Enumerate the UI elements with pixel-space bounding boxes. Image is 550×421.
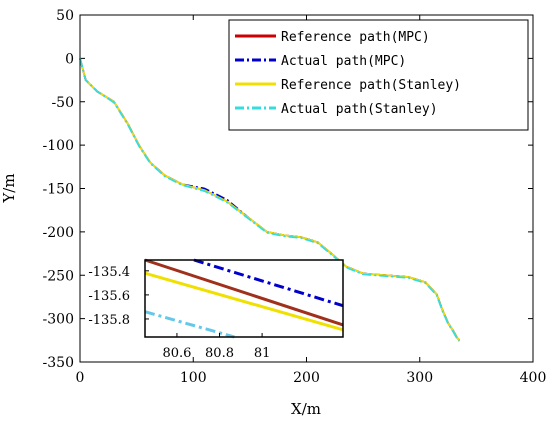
inset-y-tick-label: -135.4 xyxy=(88,265,130,280)
x-tick-label: 100 xyxy=(180,370,207,386)
y-tick-label: -250 xyxy=(43,268,74,284)
x-tick-label: 400 xyxy=(520,370,547,386)
x-axis-label: X/m xyxy=(291,400,321,418)
inset-x-tick-label: 81 xyxy=(254,346,271,361)
y-tick-label: -150 xyxy=(43,182,74,198)
y-tick-label: -50 xyxy=(51,95,74,111)
inset-line-actual-path-stanley xyxy=(144,310,235,339)
legend-box xyxy=(228,19,529,131)
legend-label-actual-path-stanley: Actual path(Stanley) xyxy=(281,102,438,117)
y-tick-label: 50 xyxy=(56,8,74,24)
x-tick-label: 200 xyxy=(293,370,320,386)
inset-plot-lines xyxy=(144,258,344,339)
legend-label-actual-path-mpc: Actual path(MPC) xyxy=(281,54,406,69)
inset-line-reference-path-mpc xyxy=(144,258,344,327)
legend-label-reference-path-mpc: Reference path(MPC) xyxy=(281,30,430,45)
y-axis-label: Y/m xyxy=(0,173,18,203)
y-tick-label: 0 xyxy=(65,51,74,67)
y-tick-label: -350 xyxy=(43,355,74,371)
inset-background xyxy=(145,260,343,337)
zoom-inset: 80.6 80.8 81 -135.4 -135.6 -135.8 xyxy=(88,258,344,361)
plot-area-frame xyxy=(79,14,534,363)
legend: Reference path(MPC) Actual path(MPC) Refer… xyxy=(228,19,529,131)
y-tick-label: -100 xyxy=(43,138,74,154)
x-tick-label: 300 xyxy=(406,370,433,386)
inset-line-actual-path-mpc xyxy=(193,258,344,308)
y-tick-label: -300 xyxy=(43,312,74,328)
inset-line-reference-path-stanley xyxy=(144,271,344,332)
inset-frame xyxy=(144,259,344,338)
inset-x-tick-label: 80.6 xyxy=(162,346,191,361)
y-tick-label: -200 xyxy=(43,225,74,241)
inset-x-tick-label: 80.8 xyxy=(205,346,234,361)
legend-label-reference-path-stanley: Reference path(Stanley) xyxy=(281,78,461,93)
inset-y-tick-label: -135.8 xyxy=(88,313,130,328)
inset-y-tick-label: -135.6 xyxy=(88,289,130,304)
main-axis-ticks: 0 100 200 300 400500-50-100-150-200-250-300-… xyxy=(43,8,547,386)
inset-axis-ticks: 80.6 80.8 81 -135.4 -135.6 -135.8 xyxy=(88,265,270,361)
series-line-actual-path-stanley xyxy=(79,58,461,342)
main-plot-lines xyxy=(79,58,461,342)
x-tick-label: 0 xyxy=(76,370,85,386)
